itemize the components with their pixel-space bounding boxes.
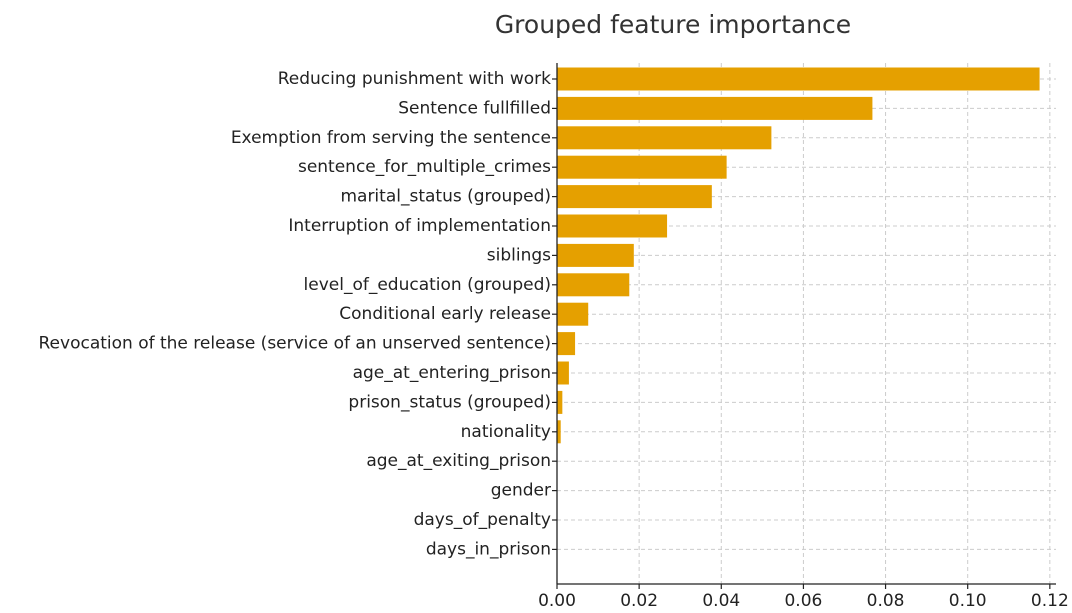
axes bbox=[552, 63, 1056, 589]
bar bbox=[557, 361, 569, 385]
y-tick-label: Exemption from serving the sentence bbox=[231, 128, 551, 148]
y-tick-label: Revocation of the release (service of an… bbox=[39, 334, 552, 354]
bar bbox=[557, 67, 1040, 91]
y-tick-label: nationality bbox=[461, 422, 551, 442]
y-tick-label: days_in_prison bbox=[426, 539, 551, 559]
y-tick-label: sentence_for_multiple_crimes bbox=[298, 157, 551, 177]
x-tick-labels: 0.00 0.02 0.04 0.06 0.08 0.10 0.12 bbox=[538, 591, 1069, 611]
bar bbox=[557, 126, 772, 150]
bar bbox=[557, 273, 630, 297]
bar bbox=[557, 155, 727, 179]
bars bbox=[557, 67, 1040, 444]
bar bbox=[557, 390, 563, 414]
x-tick-label: 0.08 bbox=[867, 591, 905, 611]
bar bbox=[557, 185, 712, 209]
grid-lines bbox=[556, 63, 1056, 584]
x-tick-label: 0.02 bbox=[620, 591, 658, 611]
y-tick-label: prison_status (grouped) bbox=[348, 392, 551, 412]
chart-title: Grouped feature importance bbox=[495, 10, 851, 39]
bar bbox=[557, 420, 561, 444]
y-tick-label: Reducing punishment with work bbox=[278, 69, 551, 89]
y-tick-label: level_of_education (grouped) bbox=[304, 275, 551, 295]
y-tick-label: gender bbox=[491, 481, 551, 501]
bar bbox=[557, 332, 576, 356]
y-tick-label: age_at_entering_prison bbox=[353, 363, 551, 383]
y-tick-label: siblings bbox=[487, 245, 551, 265]
y-tick-label: marital_status (grouped) bbox=[340, 187, 551, 207]
y-tick-labels: Reducing punishment with work Sentence fu… bbox=[39, 69, 552, 559]
y-tick-label: Sentence fullfilled bbox=[398, 98, 551, 118]
y-tick-label: age_at_exiting_prison bbox=[366, 451, 551, 471]
bar bbox=[557, 243, 634, 267]
x-tick-label: 0.06 bbox=[784, 591, 822, 611]
y-tick-label: Interruption of implementation bbox=[288, 216, 551, 236]
bar bbox=[557, 96, 873, 120]
x-tick-label: 0.12 bbox=[1031, 591, 1069, 611]
y-tick-label: days_of_penalty bbox=[414, 510, 551, 530]
x-tick-label: 0.00 bbox=[538, 591, 576, 611]
y-tick-label: Conditional early release bbox=[339, 304, 551, 324]
bar bbox=[557, 214, 668, 238]
x-tick-label: 0.04 bbox=[702, 591, 740, 611]
x-tick-label: 0.10 bbox=[949, 591, 987, 611]
bar bbox=[557, 302, 589, 326]
